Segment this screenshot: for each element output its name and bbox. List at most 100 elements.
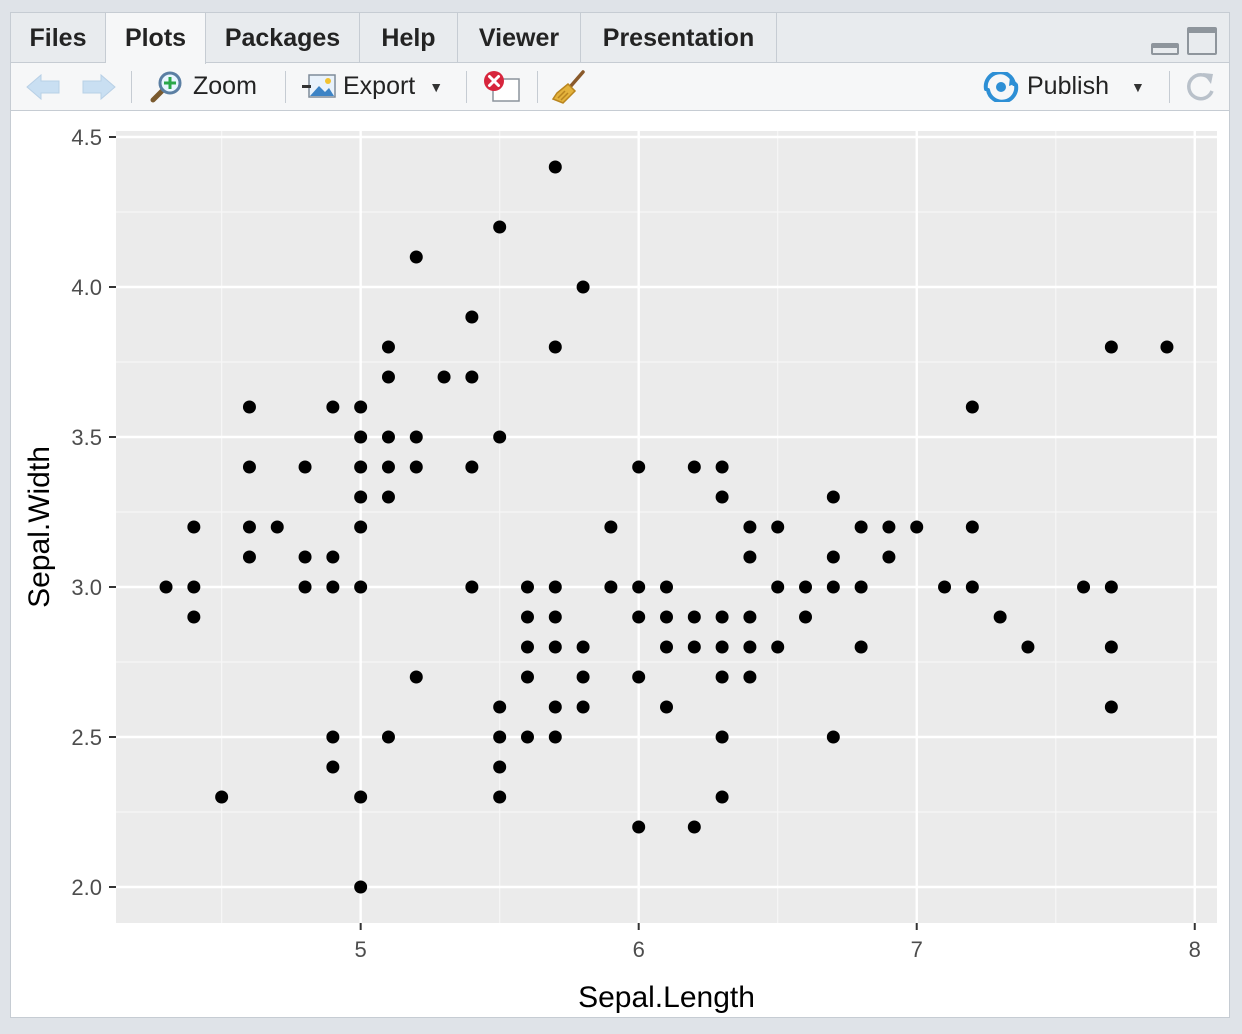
tab-help[interactable]: Help	[360, 13, 458, 63]
zoom-icon	[149, 70, 183, 104]
toolbar-separator	[1169, 71, 1170, 103]
scatter-point	[799, 610, 813, 624]
tab-viewer[interactable]: Viewer	[458, 13, 581, 63]
broom-icon	[551, 69, 587, 105]
x-tick-label: 5	[355, 937, 367, 962]
scatter-point	[493, 430, 507, 444]
maximize-pane-icon[interactable]	[1187, 27, 1217, 55]
scatter-point	[854, 520, 868, 534]
scatter-point	[799, 580, 813, 594]
scatter-point	[576, 670, 590, 684]
scatter-point	[242, 520, 256, 534]
scatter-point	[493, 760, 507, 774]
minimize-pane-icon[interactable]	[1151, 43, 1179, 55]
y-tick-label: 4.5	[71, 125, 102, 150]
scatter-point	[354, 790, 368, 804]
y-tick-label: 2.0	[71, 875, 102, 900]
scatter-point	[465, 310, 479, 324]
refresh-button[interactable]	[1183, 63, 1217, 110]
scatter-point	[1104, 700, 1118, 714]
toolbar-separator	[466, 71, 467, 103]
zoom-label: Zoom	[193, 72, 257, 100]
scatter-point	[854, 640, 868, 654]
export-button[interactable]: Export ▼	[301, 63, 443, 110]
publish-button[interactable]: Publish ▼	[983, 63, 1145, 110]
scatter-point	[910, 520, 924, 534]
scatter-point	[520, 730, 534, 744]
scatter-point	[1104, 580, 1118, 594]
scatter-point	[632, 610, 646, 624]
scatter-point	[548, 640, 562, 654]
data-points	[159, 160, 1174, 894]
scatter-point	[465, 370, 479, 384]
forward-arrow-icon[interactable]	[81, 63, 117, 110]
scatter-point	[354, 580, 368, 594]
scatter-point	[409, 430, 423, 444]
y-tick-label: 4.0	[71, 275, 102, 300]
scatter-point	[493, 730, 507, 744]
scatter-point	[354, 880, 368, 894]
tab-plots[interactable]: Plots	[106, 13, 206, 64]
scatter-point	[1104, 640, 1118, 654]
scatter-point	[242, 460, 256, 474]
scatter-point	[604, 580, 618, 594]
scatter-point	[548, 340, 562, 354]
tab-files[interactable]: Files	[11, 13, 106, 63]
scatter-point	[548, 160, 562, 174]
scatter-point	[326, 400, 340, 414]
plot-area: 5 6 7 8 2.0 2.5 3.0 3.5 4.0 4.5 Sepal.Length Sepa…	[11, 111, 1229, 1017]
scatter-point	[715, 730, 729, 744]
toolbar-separator	[537, 71, 538, 103]
scatter-point	[187, 520, 201, 534]
tab-packages[interactable]: Packages	[206, 13, 360, 63]
scatter-point	[715, 670, 729, 684]
scatter-point	[660, 640, 673, 654]
clear-all-button[interactable]	[551, 63, 587, 110]
scatter-point	[1160, 340, 1174, 354]
scatter-point	[687, 820, 701, 834]
chevron-down-icon: ▼	[429, 78, 444, 95]
scatter-point	[632, 820, 646, 834]
scatter-point	[715, 640, 729, 654]
scatter-point	[715, 790, 729, 804]
scatter-point	[493, 700, 507, 714]
scatter-point	[520, 580, 534, 594]
scatter-point	[409, 670, 423, 684]
scatter-point	[632, 670, 646, 684]
pane-tab-bar: Files Plots Packages Help Viewer Present…	[11, 13, 1229, 64]
scatter-point	[743, 640, 757, 654]
scatter-point	[576, 700, 590, 714]
scatter-point	[771, 520, 785, 534]
scatter-point	[660, 610, 673, 624]
scatter-point	[465, 460, 479, 474]
y-axis-title: Sepal.Width	[23, 446, 56, 608]
x-tick-label: 7	[911, 937, 923, 962]
back-arrow-icon[interactable]	[25, 63, 61, 110]
scatter-point	[826, 490, 840, 504]
scatter-point	[826, 580, 840, 594]
scatter-point	[826, 730, 840, 744]
remove-plot-button[interactable]	[481, 63, 521, 110]
scatter-point	[1104, 340, 1118, 354]
scatter-point	[1021, 640, 1035, 654]
tab-presentation[interactable]: Presentation	[581, 13, 777, 63]
scatter-point	[743, 670, 757, 684]
scatter-point	[437, 370, 451, 384]
scatter-point	[548, 580, 562, 594]
scatter-point	[270, 520, 284, 534]
scatter-point	[604, 520, 618, 534]
toolbar-separator	[285, 71, 286, 103]
scatter-point	[242, 400, 256, 414]
plot-panel	[116, 131, 1217, 923]
x-tick-label: 6	[633, 937, 645, 962]
scatter-point	[632, 460, 646, 474]
axis-ticks: 5 6 7 8 2.0 2.5 3.0 3.5 4.0 4.5	[71, 125, 1200, 962]
refresh-icon	[1183, 70, 1217, 104]
scatter-point	[381, 730, 395, 744]
scatter-point	[465, 580, 479, 594]
scatter-point	[882, 550, 896, 564]
zoom-button[interactable]: Zoom	[149, 63, 257, 110]
scatter-plot: 5 6 7 8 2.0 2.5 3.0 3.5 4.0 4.5 Sepal.Length Sepa…	[23, 125, 1217, 1014]
scatter-point	[381, 430, 395, 444]
scatter-point	[520, 610, 534, 624]
